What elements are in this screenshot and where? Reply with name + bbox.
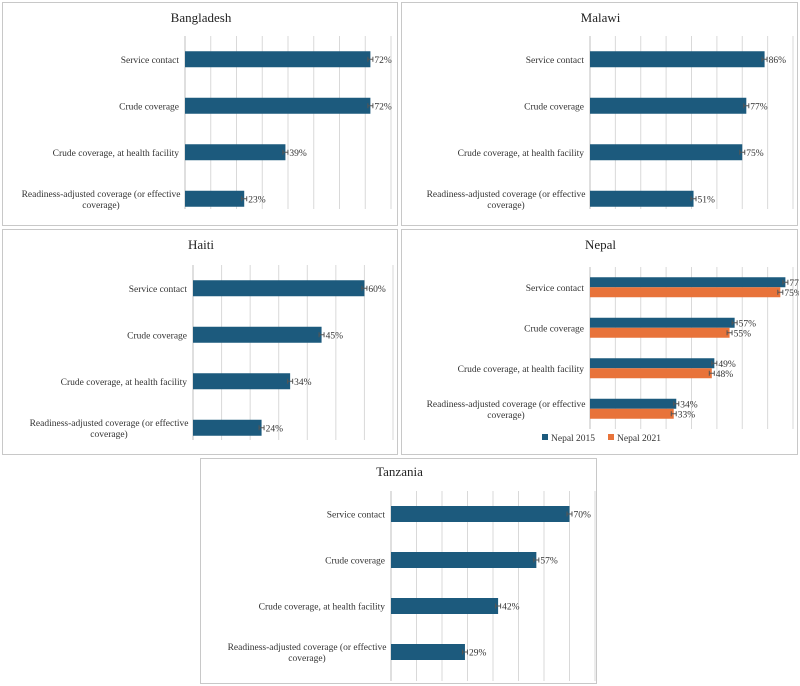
data-label: 45% [326, 331, 344, 341]
bar-readiness-adjusted-cover [185, 190, 245, 207]
data-label: 29% [469, 649, 487, 659]
category-label-crude-coverage: Crude coverage [325, 557, 385, 567]
panel-tanzania: Tanzania Service contact 70% Crude coverage… [200, 458, 597, 684]
legend-swatch-nepal-2021 [608, 434, 614, 440]
data-label: 48% [716, 370, 734, 380]
bar-service-contact-nepal-2021 [590, 287, 781, 298]
bar-crude-coverage-at-health [185, 144, 286, 161]
bar-crude-coverage-at-health-nepal-2021 [590, 368, 712, 379]
data-label: 57% [739, 319, 757, 329]
bar-crude-coverage [391, 552, 537, 568]
legend-swatch-nepal-2015 [542, 434, 548, 440]
data-label: 33% [678, 410, 696, 420]
bar-service-contact [185, 51, 371, 68]
chart-bangladesh: Bangladesh Service contact 72% Crude covera… [22, 10, 392, 211]
data-label: 70% [574, 511, 592, 521]
bar-crude-coverage-at-health-nepal-2015 [590, 358, 715, 369]
bar-crude-coverage [193, 326, 322, 343]
bar-readiness-adjusted-cover [193, 419, 262, 436]
data-label: 57% [540, 557, 558, 567]
bar-crude-coverage-nepal-2015 [590, 317, 735, 328]
chart-title: Nepal [585, 237, 616, 252]
category-label-readiness-adjusted-coverage-or: Readiness-adjusted coverage (or effectiv… [30, 418, 189, 440]
data-label: 34% [680, 400, 698, 410]
chart-title: Malawi [581, 10, 621, 25]
data-label: 75% [784, 289, 799, 299]
data-label: 34% [294, 378, 312, 388]
category-label-readiness-adjusted-coverage-or: Readiness-adjusted coverage (or effectiv… [22, 189, 181, 211]
bar-readiness-adjusted-cover-nepal-2015 [590, 398, 677, 409]
category-label-crude-coverage-at-health-facil: Crude coverage, at health facility [458, 364, 585, 375]
data-label: 60% [368, 285, 386, 295]
data-label: 51% [698, 195, 716, 205]
bar-crude-coverage-at-health [193, 373, 291, 390]
legend-label-nepal-2015: Nepal 2015 [551, 434, 595, 444]
panel-bangladesh: Bangladesh Service contact 72% Crude covera… [2, 2, 398, 226]
data-label: 72% [374, 56, 392, 66]
data-label: 72% [374, 102, 392, 112]
data-label: 39% [289, 149, 307, 159]
category-label-crude-coverage: Crude coverage [127, 331, 187, 341]
data-label: 42% [502, 603, 519, 613]
bar-service-contact-nepal-2015 [590, 277, 786, 288]
category-label-crude-coverage-at-health-facil: Crude coverage, at health facility [259, 602, 386, 613]
category-label-service-contact: Service contact [526, 56, 585, 66]
bar-readiness-adjusted-cover [590, 190, 694, 207]
bar-service-contact [590, 51, 765, 68]
category-label-crude-coverage-at-health-facil: Crude coverage, at health facility [61, 377, 188, 388]
legend-label-nepal-2021: Nepal 2021 [617, 434, 661, 444]
data-label: 24% [266, 424, 284, 434]
bar-crude-coverage-nepal-2021 [590, 327, 730, 338]
category-label-service-contact: Service contact [121, 56, 180, 66]
category-label-crude-coverage-at-health-facil: Crude coverage, at health facility [53, 148, 180, 159]
panel-malawi: Malawi Service contact 86% Crude coverage 77… [401, 2, 798, 226]
bar-crude-coverage-at-health [590, 144, 743, 161]
bar-readiness-adjusted-cover [391, 644, 465, 660]
data-label: 75% [746, 149, 764, 159]
bar-crude-coverage [590, 97, 747, 114]
category-label-service-contact: Service contact [129, 285, 188, 295]
bar-crude-coverage-at-health [391, 598, 499, 614]
category-label-readiness-adjusted-coverage-or: Readiness-adjusted coverage (or effectiv… [228, 642, 387, 664]
bar-service-contact [391, 506, 570, 522]
chart-title: Bangladesh [171, 10, 232, 25]
data-label: 49% [718, 360, 736, 370]
panel-nepal: Nepal Service contact 77%75% Crude coverage… [401, 229, 799, 455]
data-label: 23% [248, 195, 266, 205]
bar-service-contact [193, 280, 365, 297]
category-label-service-contact: Service contact [526, 284, 585, 294]
category-label-crude-coverage-at-health-facil: Crude coverage, at health facility [458, 148, 585, 159]
chart-malawi: Malawi Service contact 86% Crude coverage 77… [427, 10, 794, 211]
chart-tanzania: Tanzania Service contact 70% Crude coverage… [228, 464, 596, 681]
category-label-crude-coverage: Crude coverage [119, 102, 179, 112]
data-label: 77% [789, 279, 799, 289]
bar-crude-coverage [185, 97, 371, 114]
category-label-service-contact: Service contact [327, 511, 386, 521]
category-label-crude-coverage: Crude coverage [524, 102, 584, 112]
panel-haiti: Haiti Service contact 60% Crude coverage 45%… [2, 229, 398, 455]
chart-title: Haiti [188, 237, 214, 252]
chart-title: Tanzania [376, 464, 423, 479]
chart-haiti: Haiti Service contact 60% Crude coverage 45%… [30, 237, 394, 440]
data-label: 77% [750, 102, 768, 112]
category-label-readiness-adjusted-coverage-or: Readiness-adjusted coverage (or effectiv… [427, 189, 586, 211]
category-label-readiness-adjusted-coverage-or: Readiness-adjusted coverage (or effectiv… [427, 399, 586, 421]
bar-readiness-adjusted-cover-nepal-2021 [590, 408, 674, 419]
data-label: 55% [734, 329, 752, 339]
chart-nepal: Nepal Service contact 77%75% Crude coverage… [427, 237, 799, 444]
data-label: 86% [769, 56, 787, 66]
category-label-crude-coverage: Crude coverage [524, 324, 584, 334]
